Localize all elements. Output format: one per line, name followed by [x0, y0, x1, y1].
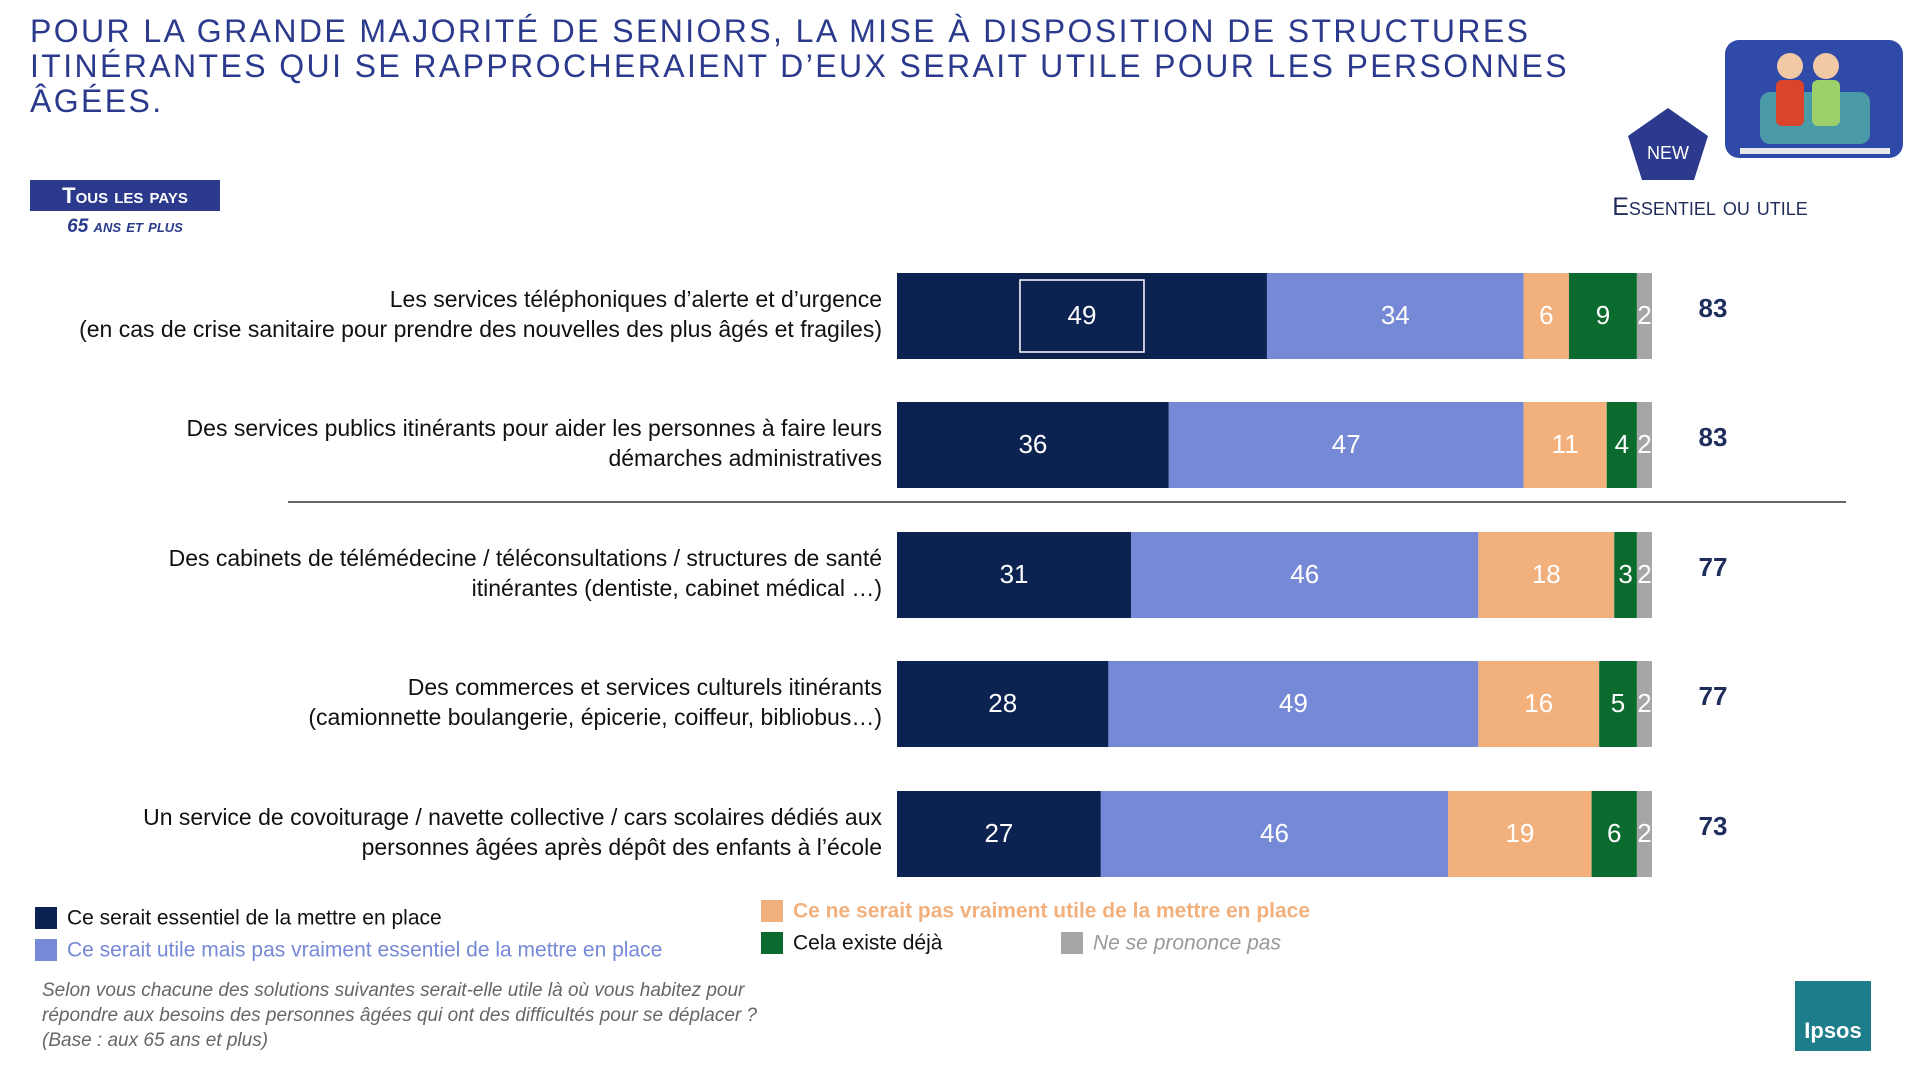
bar-segment: [1108, 661, 1479, 747]
category-label: Des commerces et services culturels itin…: [408, 674, 882, 700]
bar-segment: [1599, 661, 1637, 747]
total-label: 73: [1699, 811, 1728, 841]
seniors-illustration: [1725, 40, 1903, 158]
value-label: 46: [1290, 559, 1319, 589]
footnote-line: (Base : aux 65 ans et plus): [42, 1030, 269, 1051]
value-label: 31: [1000, 559, 1029, 589]
value-label: 2: [1637, 688, 1651, 718]
bar-segment: [1636, 273, 1652, 359]
bar-segment: [1478, 532, 1615, 618]
legend-swatch: [35, 907, 57, 929]
legend-swatch: [1061, 932, 1083, 954]
bar-segment: [1266, 273, 1524, 359]
category-label: (camionnette boulangerie, épicerie, coif…: [308, 704, 882, 730]
bar-segment: [1636, 661, 1652, 747]
bar-segment: [1636, 791, 1652, 877]
footnote-line: Selon vous chacune des solutions suivant…: [42, 980, 745, 1001]
bar-segment: [1568, 273, 1637, 359]
bar-segment: [1131, 532, 1479, 618]
value-label: 2: [1637, 429, 1651, 459]
category-label: Des services publics itinérants pour aid…: [187, 415, 882, 441]
value-label: 28: [988, 688, 1017, 718]
bar-segment: [1636, 402, 1652, 488]
value-label: 19: [1505, 818, 1534, 848]
value-label: 2: [1637, 300, 1651, 330]
category-label: démarches administratives: [608, 445, 882, 471]
total-label: 83: [1699, 422, 1728, 452]
bar-segment: [1448, 791, 1592, 877]
bar-segment: [897, 402, 1169, 488]
value-label: 46: [1260, 818, 1289, 848]
bar-segment: [1523, 273, 1569, 359]
title: POUR LA GRANDE MAJORITÉ DE SENIORS, LA M…: [30, 14, 1569, 119]
legend-label: Ne se prononce pas: [1093, 932, 1281, 955]
highlight-box: [1019, 279, 1145, 353]
total-header: Essentiel ou utile: [1612, 193, 1808, 221]
total-label: 77: [1699, 681, 1728, 711]
legend-swatch: [761, 900, 783, 922]
value-label: 2: [1637, 559, 1651, 589]
bar-segment: [1591, 791, 1637, 877]
value-label: 6: [1539, 300, 1553, 330]
value-label: 27: [984, 818, 1013, 848]
bar-segment: [1168, 402, 1524, 488]
category-label: (en cas de crise sanitaire pour prendre …: [79, 316, 882, 342]
value-label: 49: [1068, 300, 1097, 330]
value-label: 18: [1532, 559, 1561, 589]
logo: Ipsos: [1804, 1018, 1861, 1043]
legend-label: Ce serait utile mais pas vraiment essent…: [67, 939, 662, 962]
value-label: 2: [1637, 818, 1651, 848]
bar-segment: [897, 273, 1267, 359]
value-label: 5: [1611, 688, 1625, 718]
value-label: 9: [1596, 300, 1610, 330]
legend-label: Ce ne serait pas vraiment utile de la me…: [793, 900, 1310, 923]
title-line: ÂGÉES.: [30, 83, 164, 119]
logo-box: [1795, 981, 1871, 1051]
footnote: Selon vous chacune des solutions suivant…: [42, 978, 757, 1053]
value-label: 16: [1524, 688, 1553, 718]
bar-segment: [1606, 402, 1637, 488]
value-label: 6: [1607, 818, 1621, 848]
category-label: personnes âgées après dépôt des enfants …: [362, 834, 882, 860]
bar-segment: [897, 661, 1109, 747]
legend-label: Ce serait essentiel de la mettre en plac…: [67, 907, 442, 930]
badge: Tous les pays: [30, 180, 220, 211]
bar-segment: [1636, 532, 1652, 618]
bar-segment: [1100, 791, 1449, 877]
title-line: ITINÉRANTES QUI SE RAPPROCHERAIENT D’EUX…: [30, 48, 1570, 84]
value-label: 47: [1332, 429, 1361, 459]
bar-segment: [1614, 532, 1637, 618]
legend-swatch: [35, 939, 57, 961]
new-label: NEW: [1647, 143, 1689, 163]
category-label: Des cabinets de télémédecine / téléconsu…: [169, 545, 882, 571]
bar-segment: [1478, 661, 1600, 747]
new-badge: [1628, 108, 1708, 180]
value-label: 4: [1615, 429, 1629, 459]
total-label: 83: [1699, 293, 1728, 323]
subtitle: 65 ans et plus: [67, 216, 183, 237]
total-label: 77: [1699, 552, 1728, 582]
value-label: 3: [1618, 559, 1632, 589]
bar-segment: [897, 791, 1101, 877]
value-label: 36: [1018, 429, 1047, 459]
legend-label: Cela existe déjà: [793, 932, 943, 955]
title-line: POUR LA GRANDE MAJORITÉ DE SENIORS, LA M…: [30, 13, 1531, 49]
bar-segment: [1523, 402, 1607, 488]
category-label: Les services téléphoniques d’alerte et d…: [390, 286, 882, 312]
category-label: itinérantes (dentiste, cabinet médical ……: [472, 575, 882, 601]
legend-swatch: [761, 932, 783, 954]
category-label: Un service de covoiturage / navette coll…: [143, 804, 882, 830]
bar-segment: [897, 532, 1132, 618]
value-label: 11: [1552, 429, 1579, 459]
value-label: 49: [1279, 688, 1308, 718]
footnote-line: répondre aux besoins des personnes âgées…: [42, 1005, 758, 1026]
value-label: 34: [1381, 300, 1410, 330]
